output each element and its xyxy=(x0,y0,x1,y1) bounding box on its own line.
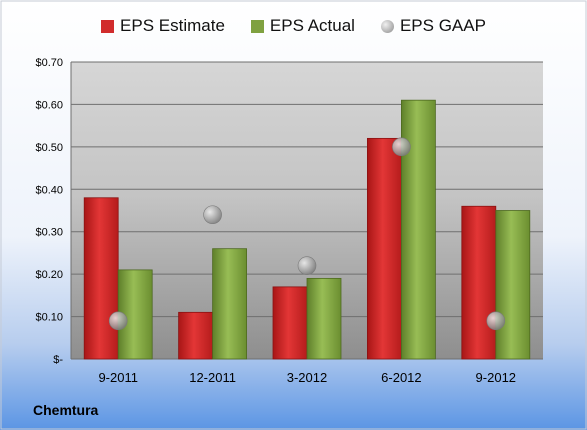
y-tick-label: $0.10 xyxy=(35,312,63,324)
legend-label-gaap: EPS GAAP xyxy=(399,16,486,35)
x-tick-label: 6-2012 xyxy=(381,370,421,385)
marker-eps-gaap xyxy=(392,137,411,157)
x-tick-label: 3-2012 xyxy=(287,370,327,385)
x-axis-ticks: 9-2011 12-2011 3-2012 6-2012 9-2012 xyxy=(98,370,516,385)
y-tick-label: $- xyxy=(53,354,63,366)
bar-eps-estimate xyxy=(83,197,119,360)
y-tick-label: $0.30 xyxy=(35,227,63,239)
company-name: Chemtura xyxy=(33,402,99,418)
bar-eps-estimate xyxy=(272,286,308,360)
legend-swatch-actual xyxy=(250,19,264,33)
y-axis-ticks: $- $0.10 $0.20 $0.30 $0.40 $0.50 $0.60 $0.70 xyxy=(35,57,63,366)
y-tick-label: $0.50 xyxy=(35,142,63,154)
legend-item-estimate: EPS Estimate xyxy=(101,16,225,36)
legend-item-gaap: EPS GAAP xyxy=(380,16,486,36)
y-tick-label: $0.20 xyxy=(35,269,63,281)
marker-eps-gaap xyxy=(108,311,128,331)
legend-swatch-gaap xyxy=(380,19,394,33)
legend-label-actual: EPS Actual xyxy=(269,16,355,35)
legend-label-estimate: EPS Estimate xyxy=(120,16,225,35)
legend-item-actual: EPS Actual xyxy=(250,16,355,36)
x-tick-label: 9-2012 xyxy=(476,370,516,385)
x-tick-label: 9-2011 xyxy=(98,370,138,385)
gaap-markers xyxy=(108,137,506,331)
y-tick-label: $0.70 xyxy=(35,57,63,69)
bar-eps-estimate xyxy=(178,311,214,360)
legend: EPS Estimate EPS Actual EPS GAAP xyxy=(0,16,587,36)
x-tick-label: 12-2011 xyxy=(189,370,236,385)
y-tick-label: $0.60 xyxy=(35,99,63,111)
bar-eps-actual xyxy=(212,248,248,360)
legend-swatch-estimate xyxy=(101,19,115,33)
bar-eps-actual xyxy=(495,210,531,360)
bar-eps-actual xyxy=(306,277,342,360)
bar-eps-estimate xyxy=(461,205,497,360)
bar-eps-actual xyxy=(400,99,436,360)
bar-eps-estimate xyxy=(366,137,402,360)
marker-eps-gaap xyxy=(203,205,222,225)
y-tick-label: $0.40 xyxy=(35,184,63,196)
marker-eps-gaap xyxy=(486,311,506,331)
marker-eps-gaap xyxy=(297,256,317,275)
